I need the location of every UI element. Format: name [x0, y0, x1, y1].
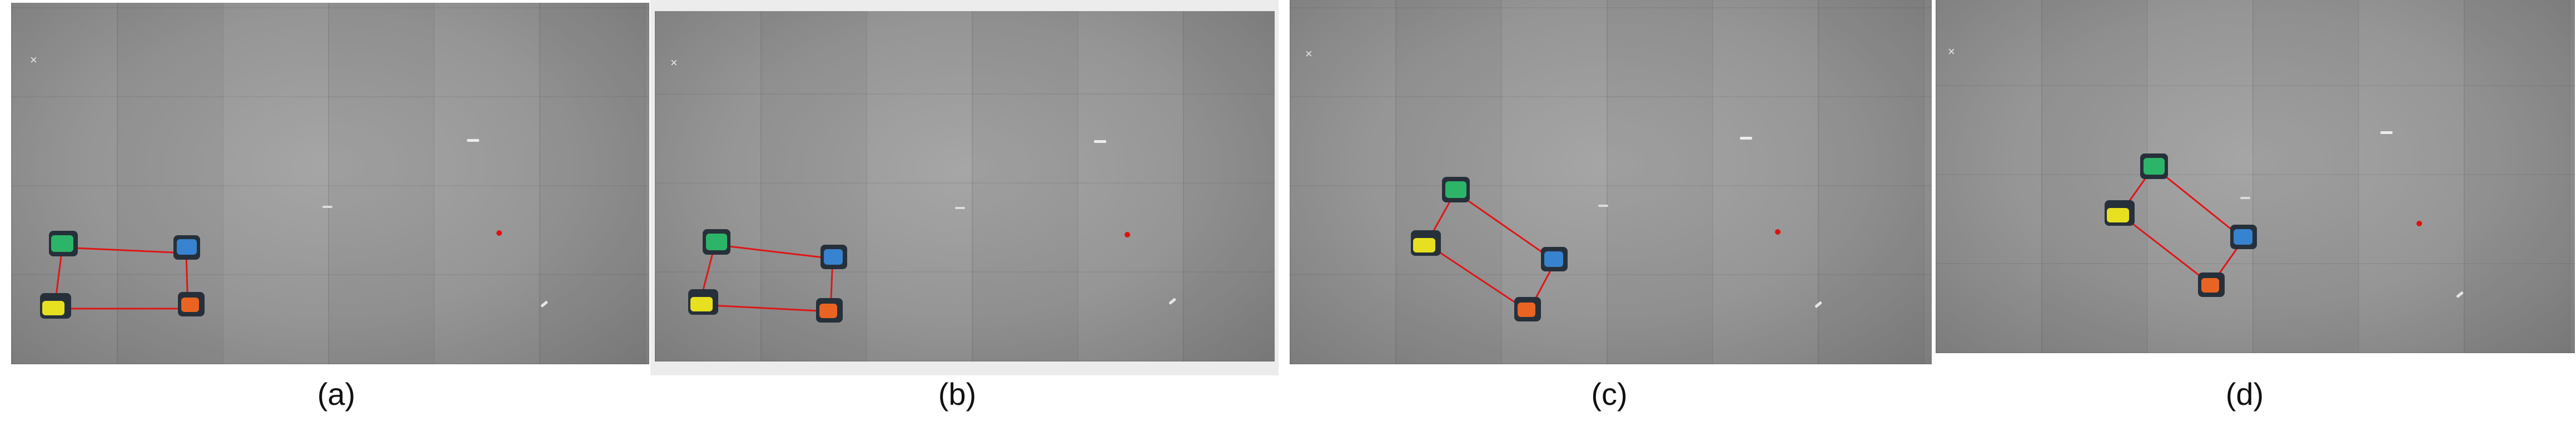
robot-blue: [820, 245, 847, 269]
robot-orange: [816, 298, 843, 323]
x-mark: ×: [670, 56, 678, 70]
robot-blue: [173, 235, 200, 260]
photo-b: ×: [655, 11, 1275, 361]
formation-polygon: [1425, 190, 1556, 313]
floor-mark-1: [1740, 137, 1752, 140]
robot-blue: [1541, 247, 1568, 271]
target-dot: [496, 230, 502, 236]
robot-orange: [2198, 272, 2225, 297]
robot-orange: [178, 292, 205, 316]
target-dot: [1775, 229, 1781, 235]
robot-yellow: [688, 289, 718, 315]
floor-mark-3: [2456, 291, 2464, 298]
overlay-d: ×: [1948, 44, 2464, 298]
photo-c: ×: [1290, 0, 1932, 364]
caption-b: (b): [938, 376, 977, 412]
x-mark: ×: [1305, 47, 1312, 61]
formation-polygon: [2119, 165, 2245, 286]
x-mark: ×: [30, 53, 37, 67]
robot-green: [703, 229, 730, 255]
overlay-a: ×: [30, 53, 548, 319]
floor-mark-3: [1814, 301, 1822, 308]
floor-mark-1: [467, 139, 479, 142]
caption-c: (c): [1591, 376, 1628, 412]
overlay-b: ×: [670, 56, 1176, 323]
robot-green: [49, 231, 78, 256]
floor-mark-3: [540, 301, 548, 308]
overlay-c: ×: [1305, 47, 1822, 321]
caption-d: (d): [2225, 376, 2264, 412]
floor-mark-3: [1168, 298, 1176, 305]
robot-green: [1442, 177, 1470, 202]
formation-polygon: [53, 246, 189, 310]
robot-yellow: [40, 293, 71, 319]
panel-d: × (d): [1935, 0, 2576, 436]
floor-mark-2: [955, 207, 965, 209]
photo-d: ×: [1936, 0, 2575, 353]
robot-yellow: [2105, 200, 2135, 226]
panel-a: × (a): [0, 0, 650, 436]
target-dot: [2416, 221, 2422, 226]
robot-orange: [1514, 297, 1541, 321]
floor-mark-1: [2380, 131, 2393, 134]
caption-a: (a): [317, 376, 356, 412]
x-mark: ×: [1948, 44, 1955, 58]
target-dot: [1125, 232, 1130, 237]
robot-blue: [2230, 225, 2257, 249]
panel-b: × (b): [650, 0, 1290, 436]
floor-mark-2: [1598, 205, 1608, 207]
floor-mark-1: [1094, 140, 1106, 143]
panel-c: × (c): [1290, 0, 1935, 436]
robot-green: [2140, 153, 2168, 179]
photo-a: ×: [11, 3, 649, 364]
robot-yellow: [1411, 230, 1441, 256]
floor-mark-2: [2240, 197, 2250, 199]
floor-mark-2: [322, 206, 332, 208]
